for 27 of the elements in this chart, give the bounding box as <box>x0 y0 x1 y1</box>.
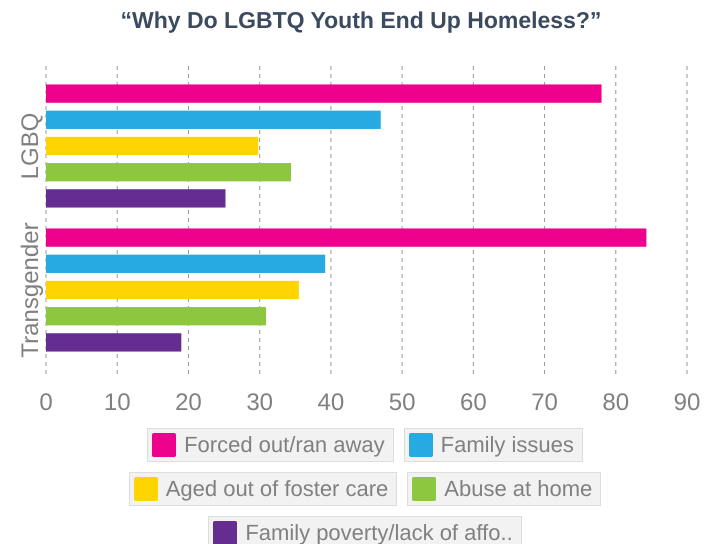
bar <box>46 110 381 129</box>
x-tick-label: 20 <box>175 389 202 416</box>
bar <box>46 189 226 208</box>
bar <box>46 333 182 352</box>
chart-title: “Why Do LGBTQ Youth End Up Homeless?” <box>120 7 602 33</box>
x-tick-label: 80 <box>602 389 630 416</box>
y-tick-label: Transgender <box>17 222 44 358</box>
bar <box>46 163 292 182</box>
x-tick-label: 60 <box>460 389 487 416</box>
legend-label: Forced out/ran away <box>184 432 385 458</box>
x-tick-label: 70 <box>531 389 558 416</box>
x-tick-label: 10 <box>104 389 131 416</box>
bar <box>46 84 602 103</box>
bar <box>46 228 646 247</box>
x-tick-label: 40 <box>318 389 344 416</box>
x-tick-label: 0 <box>39 389 53 416</box>
bar <box>46 280 299 300</box>
x-tick-label: 30 <box>246 389 274 416</box>
legend-label: Aged out of foster care <box>166 476 388 502</box>
bar <box>46 254 326 273</box>
x-tick-label: 50 <box>388 389 416 416</box>
bar <box>46 136 258 156</box>
y-tick-label: LGBQ <box>17 112 44 180</box>
x-tick-label: 90 <box>674 389 700 416</box>
bar <box>46 307 266 326</box>
legend-label: Abuse at home <box>444 476 592 502</box>
legend-label: Family issues <box>440 432 574 458</box>
